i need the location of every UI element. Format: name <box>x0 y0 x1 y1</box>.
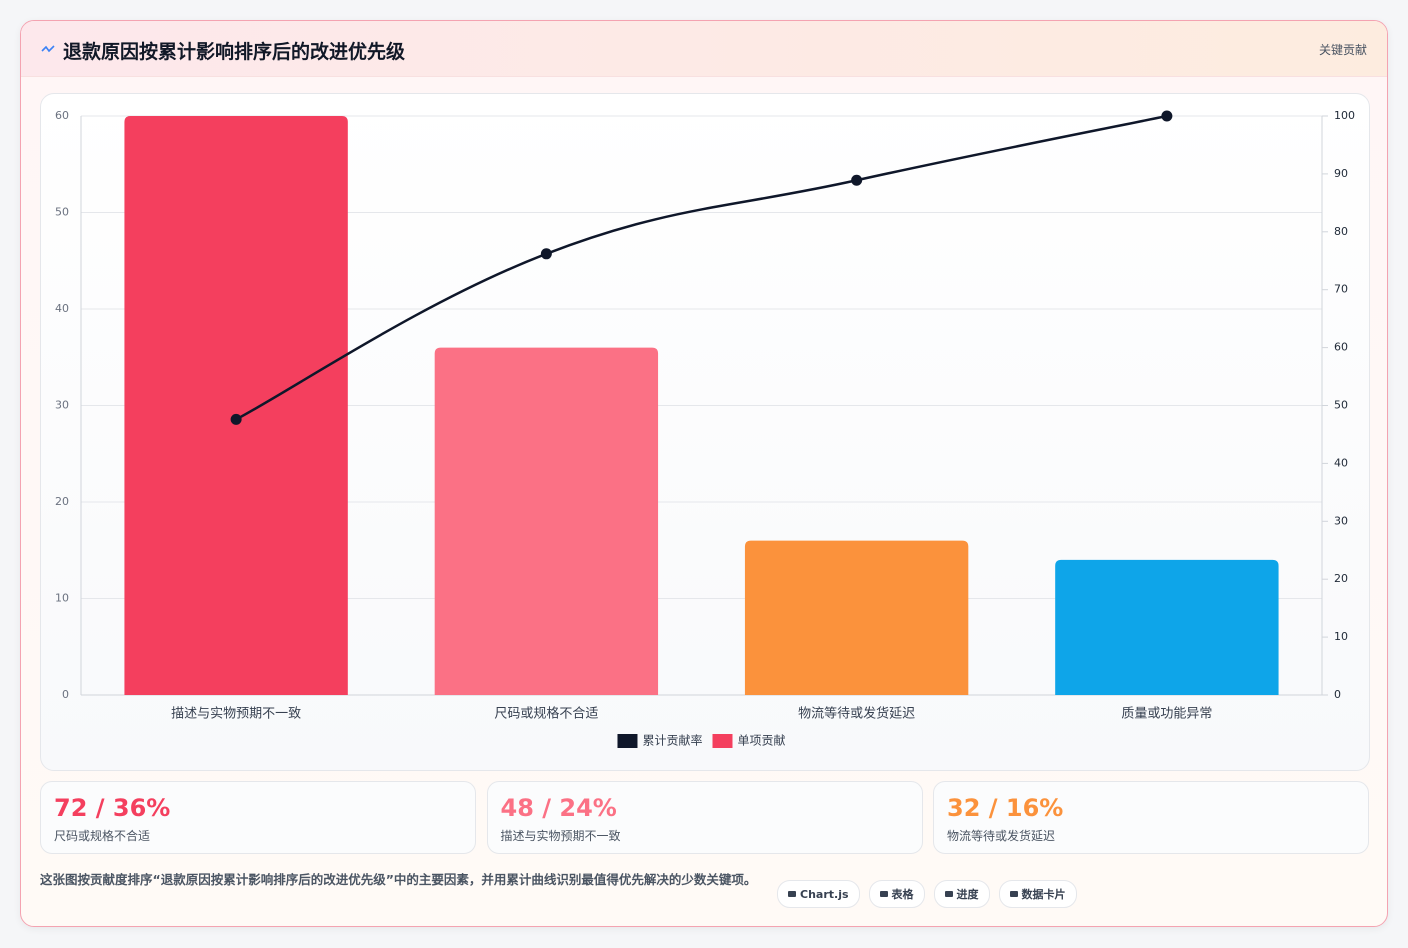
y2-tick-label: 30 <box>1334 514 1348 527</box>
y2-tick-label: 50 <box>1334 399 1348 412</box>
x-tick-label: 尺码或规格不合适 <box>494 706 598 722</box>
x-tick-label: 描述与实物预期不一致 <box>171 707 301 722</box>
tag-icon <box>879 891 888 897</box>
y2-tick-label: 80 <box>1334 225 1348 238</box>
bar <box>1055 559 1279 695</box>
tag[interactable]: 表格 <box>868 880 925 908</box>
kpi-value: 32 / 16% <box>947 794 1064 822</box>
bar <box>124 116 348 695</box>
tag-label: 进度 <box>956 888 979 901</box>
tag[interactable]: Chart.js <box>777 880 860 908</box>
x-tick-label: 物流等待或发货延迟 <box>798 706 915 722</box>
y2-tick-label: 90 <box>1334 167 1348 180</box>
kpi-label: 尺码或规格不合适 <box>54 829 151 843</box>
line <box>235 114 1168 421</box>
tag-icon <box>944 891 953 897</box>
y2-tick-label: 20 <box>1334 572 1348 585</box>
bar <box>434 347 659 695</box>
bar <box>744 540 969 695</box>
point <box>230 413 242 425</box>
chart-panel: 0 10 20 30 40 50 60 0 10 20 30 40 50 60 70 80 90 100 描述与实物… <box>40 93 1370 771</box>
y-tick-label: 50 <box>55 206 69 219</box>
kpi-value: 72 / 36% <box>54 794 171 822</box>
y-tick-label: 10 <box>55 592 69 605</box>
chart: 0 10 20 30 40 50 60 0 10 20 30 40 50 60 70 80 90 100 描述与实物… <box>55 109 1355 748</box>
badge: 关键贡献 <box>1318 43 1367 57</box>
point <box>540 248 552 260</box>
legend-label: 单项贡献 <box>738 733 786 748</box>
tag[interactable]: 数据卡片 <box>998 880 1077 908</box>
title-icon <box>41 45 55 53</box>
kpi-card: 48 / 24% 描述与实物预期不一致 <box>486 781 923 854</box>
tag-label: 表格 <box>891 888 914 901</box>
footer-text: 这张图按贡献度排序“退款原因按累计影响排序后的改进优先级”中的主要因素，并用累计… <box>40 872 757 887</box>
y2-tick-label: 70 <box>1334 283 1348 296</box>
y-tick-label: 60 <box>55 109 69 122</box>
legend-swatch <box>617 734 638 748</box>
kpi-card: 72 / 36% 尺码或规格不合适 <box>40 781 476 854</box>
y-tick-label: 20 <box>55 495 69 508</box>
point <box>1161 110 1173 122</box>
y-tick-label: 0 <box>62 688 69 701</box>
legend-swatch <box>712 734 733 748</box>
kpi-card: 32 / 16% 物流等待或发货延迟 <box>933 781 1369 854</box>
tag-label: 数据卡片 <box>1021 888 1066 901</box>
header: 退款原因按累计影响排序后的改进优先级 关键贡献 <box>21 21 1387 77</box>
legend-label: 累计贡献率 <box>642 733 702 748</box>
kpi-label: 描述与实物预期不一致 <box>500 829 621 843</box>
y-tick-label: 30 <box>55 399 69 412</box>
point <box>851 174 863 186</box>
tag-icon <box>788 891 796 897</box>
tags: Chart.js 表格 进度 数据卡片 <box>777 880 1077 908</box>
y-tick-label: 40 <box>55 302 69 315</box>
y2-tick-label: 0 <box>1334 688 1341 701</box>
y2-tick-label: 10 <box>1334 630 1348 643</box>
title: 退款原因按累计影响排序后的改进优先级 <box>63 41 406 63</box>
kpi-value: 48 / 24% <box>500 794 617 822</box>
tag[interactable]: 进度 <box>933 880 990 908</box>
x-tick-label: 质量或功能异常 <box>1121 707 1212 722</box>
tag-label: Chart.js <box>800 887 849 901</box>
y2-tick-label: 100 <box>1334 109 1355 122</box>
card: 退款原因按累计影响排序后的改进优先级 关键贡献 0 10 20 30 40 50 60 0 10… <box>20 20 1388 927</box>
y2-tick-label: 60 <box>1334 341 1348 354</box>
y2-tick-label: 40 <box>1334 456 1348 469</box>
kpi-label: 物流等待或发货延迟 <box>947 829 1056 843</box>
tag-icon <box>1009 891 1018 897</box>
legend: 累计贡献率 单项贡献 <box>617 733 786 748</box>
